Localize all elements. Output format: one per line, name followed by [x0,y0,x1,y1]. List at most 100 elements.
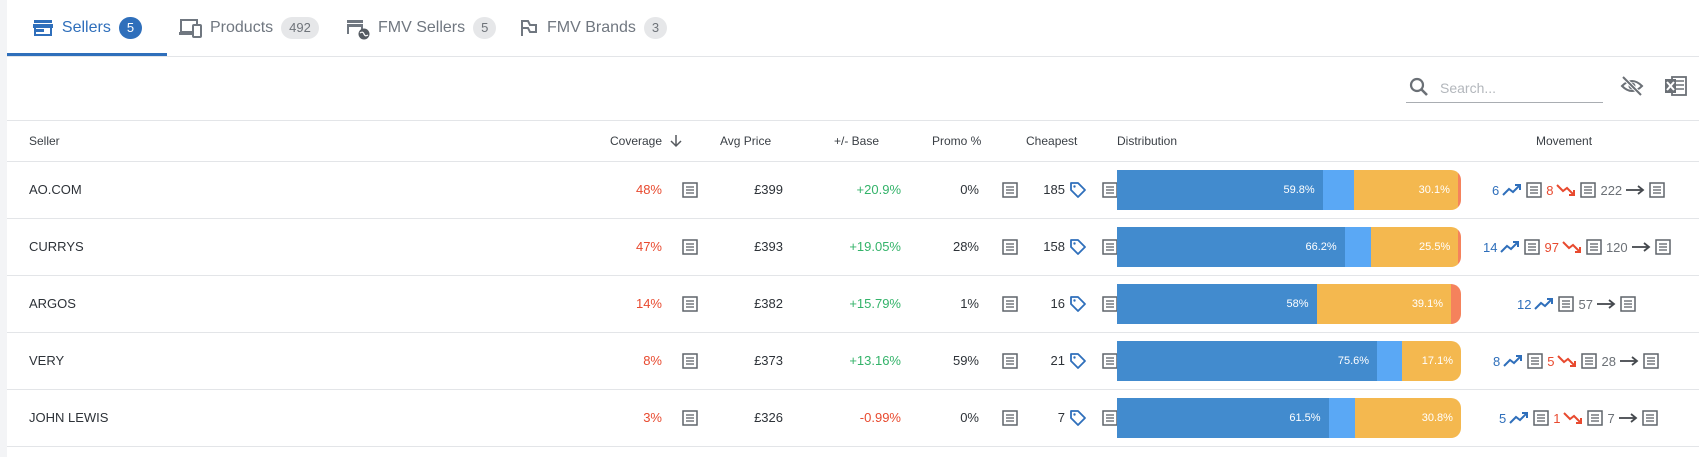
movement-down-details-icon[interactable] [1580,352,1598,370]
coverage-details-icon[interactable] [681,295,699,313]
seller-name: CURRYS [29,239,84,254]
distribution-segment: 59.8% [1117,170,1323,210]
promo-details-icon[interactable] [1001,352,1019,370]
promo-details-icon[interactable] [1001,295,1019,313]
movement-up-details-icon[interactable] [1532,409,1550,427]
distribution-bar[interactable]: 59.8% 30.1% [1117,170,1461,210]
excel-export-icon[interactable] [1664,75,1688,97]
table-row[interactable]: CURRYS 47% £393 +19.05% 28% 158 66.2% 25.5% 14 97… [7,219,1699,276]
toolbar [7,57,1699,121]
base-diff-value: +19.05% [849,239,901,254]
table-row[interactable]: AO.COM 48% £399 +20.9% 0% 185 59.8% 30.1% 6 8 222 [7,162,1699,219]
movement-up-details-icon[interactable] [1523,238,1541,256]
app: Sellers 5 Products 492 FMV Sellers 5 [7,0,1699,457]
distribution-segment [1322,170,1355,210]
distribution-segment-label: 61.5% [1289,412,1321,424]
tab-products[interactable]: Products 492 [178,0,319,56]
coverage-details-icon[interactable] [681,238,699,256]
column-header-base[interactable]: +/- Base [834,134,880,148]
distribution-bar[interactable]: 66.2% 25.5% [1117,227,1461,267]
tab-label: Products [210,19,274,36]
avg-price-value: £399 [754,182,783,197]
movement-flat-details-icon[interactable] [1648,181,1666,199]
movement-up-details-icon[interactable] [1526,352,1544,370]
distribution-segment-label: 75.6% [1337,355,1370,367]
table-row[interactable]: ARGOS 14% £382 +15.79% 1% 16 58% 39.1% 12 57 [7,276,1699,333]
movement-cell: 6 8 222 [1492,162,1666,218]
movement-down-details-icon[interactable] [1586,409,1604,427]
distribution-bar[interactable]: 75.6% 17.1% [1117,341,1461,381]
column-header-avg-price[interactable]: Avg Price [720,134,772,148]
avg-price-value: £326 [754,410,783,425]
seller-name: AO.COM [29,182,82,197]
tab-count-badge: 5 [118,17,143,39]
tab-label: Sellers [61,19,111,36]
movement-down-details-icon[interactable] [1579,181,1597,199]
movement-down-count: 8 [1546,182,1554,198]
arrow-right-icon [1619,356,1639,366]
tab-fmv-brands[interactable]: FMV Brands 3 [519,0,668,56]
distribution-bar[interactable]: 58% 39.1% [1117,284,1461,324]
cheapest-details-icon[interactable] [1101,295,1119,313]
store-globe-icon [347,20,370,40]
movement-up-details-icon[interactable] [1525,181,1543,199]
brand-flag-icon [521,20,537,36]
movement-flat-details-icon[interactable] [1641,409,1659,427]
table-row[interactable]: VERY 8% £373 +13.16% 59% 21 75.6% 17.1% 8 5 28 [7,333,1699,390]
movement-up-count: 6 [1492,182,1500,198]
distribution-segment: 75.6% [1117,341,1378,381]
coverage-details-icon[interactable] [681,409,699,427]
movement-down-count: 97 [1544,239,1559,255]
movement-down-details-icon[interactable] [1585,238,1603,256]
promo-details-icon[interactable] [1001,409,1019,427]
column-header-seller[interactable]: Seller [29,134,60,148]
distribution-segment-label: 59.8% [1283,184,1315,196]
avg-price-value: £382 [754,296,783,311]
tab-fmv-sellers[interactable]: FMV Sellers 5 [346,0,497,56]
promo-details-icon[interactable] [1001,181,1019,199]
arrow-right-icon [1626,185,1645,195]
distribution-segment [1328,398,1356,438]
movement-flat-count: 7 [1607,410,1615,426]
movement-flat-details-icon[interactable] [1642,352,1660,370]
promo-value: 1% [960,296,979,311]
movement-cell: 12 57 [1517,276,1637,332]
distribution-segment: 17.1% [1402,341,1461,381]
movement-flat-details-icon[interactable] [1619,295,1637,313]
cheapest-value: 185 [1043,182,1065,197]
movement-flat-details-icon[interactable] [1654,238,1672,256]
tab-sellers[interactable]: Sellers 5 [7,0,167,56]
base-diff-value: +20.9% [856,182,901,197]
coverage-value: 48% [635,182,662,197]
coverage-details-icon[interactable] [681,181,699,199]
distribution-segment: 39.1% [1316,284,1452,324]
search-input[interactable] [1438,75,1602,101]
movement-flat-count: 28 [1601,353,1616,369]
trending-down-icon [1557,355,1577,367]
column-header-coverage[interactable]: Coverage [610,121,683,161]
price-tag-icon [1070,182,1086,198]
promo-details-icon[interactable] [1001,238,1019,256]
coverage-value: 47% [635,239,662,254]
trending-up-icon [1500,241,1520,253]
column-header-movement[interactable]: Movement [1536,134,1593,148]
base-diff-value: +13.16% [849,353,901,368]
table-row[interactable]: JOHN LEWIS 3% £326 -0.99% 0% 7 61.5% 30.8% 5 1 7 [7,390,1699,447]
distribution-bar[interactable]: 61.5% 30.8% [1117,398,1461,438]
arrow-right-icon [1631,242,1651,252]
devices-icon [179,19,202,38]
column-header-promo[interactable]: Promo % [932,134,982,148]
storefront-icon [32,20,53,36]
distribution-segment-label: 17.1% [1421,355,1453,367]
cheapest-value: 21 [1050,353,1065,368]
cheapest-value: 7 [1057,410,1065,425]
movement-up-details-icon[interactable] [1557,295,1575,313]
distribution-segment [1344,227,1371,267]
column-header-distribution[interactable]: Distribution [1117,134,1178,148]
promo-value: 0% [960,182,979,197]
coverage-details-icon[interactable] [681,352,699,370]
trending-up-icon [1509,412,1529,424]
movement-cell: 5 1 7 [1499,390,1659,446]
column-header-cheapest[interactable]: Cheapest [1026,134,1078,148]
visibility-off-icon[interactable] [1620,75,1644,97]
